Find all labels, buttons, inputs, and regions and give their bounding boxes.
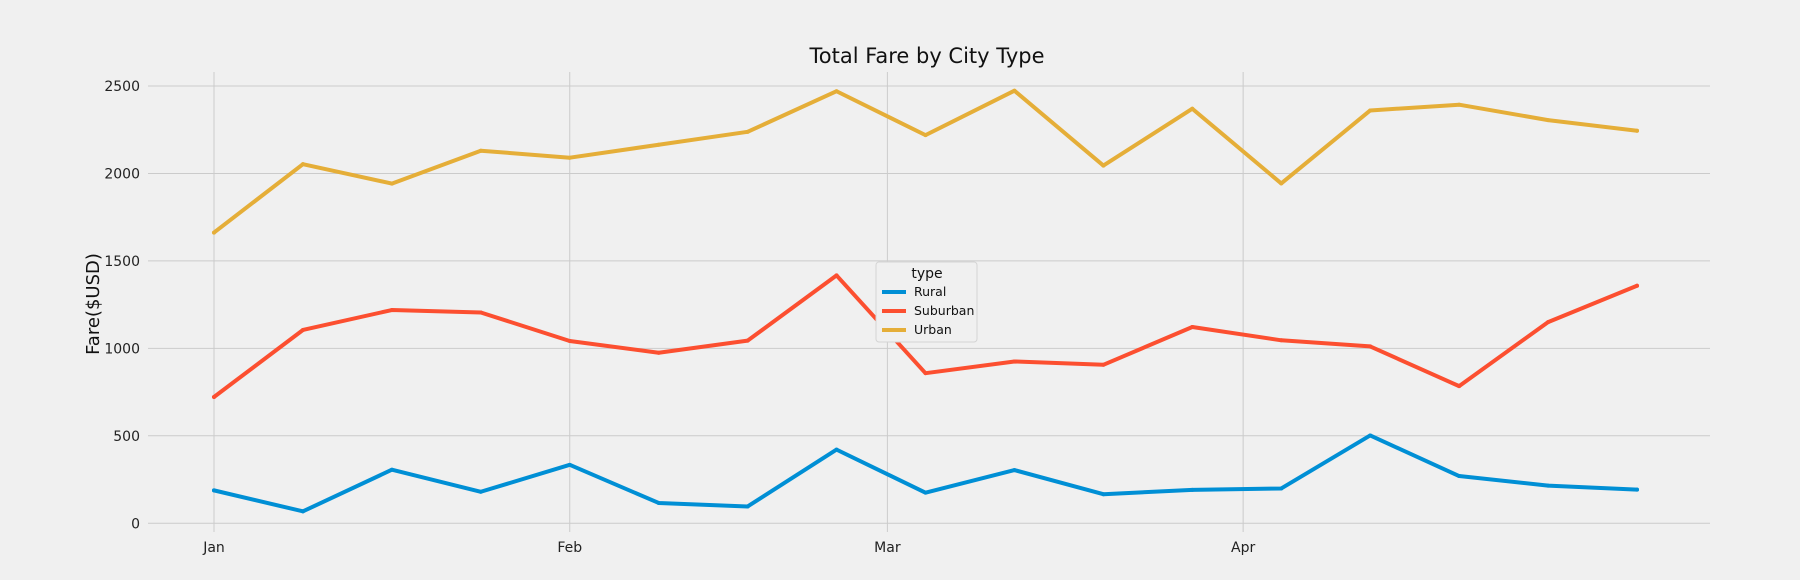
data-point-rural bbox=[656, 500, 661, 505]
data-point-rural bbox=[300, 509, 305, 514]
data-point-suburban bbox=[1012, 359, 1017, 364]
x-tick-label: Apr bbox=[1231, 540, 1255, 556]
data-point-suburban bbox=[1546, 320, 1551, 325]
data-point-suburban bbox=[478, 310, 483, 315]
legend-item-urban: Urban bbox=[882, 322, 952, 337]
data-point-urban bbox=[834, 89, 839, 94]
data-point-suburban bbox=[656, 350, 661, 355]
data-point-suburban bbox=[212, 394, 216, 399]
data-point-suburban bbox=[1457, 384, 1462, 389]
data-point-rural bbox=[1190, 487, 1195, 492]
data-point-rural bbox=[1457, 474, 1462, 479]
data-point-urban bbox=[1546, 118, 1551, 123]
data-point-urban bbox=[1190, 106, 1195, 111]
legend-title: type bbox=[911, 266, 942, 282]
data-point-rural bbox=[478, 489, 483, 494]
legend-item-suburban: Suburban bbox=[882, 303, 974, 318]
data-point-rural bbox=[745, 504, 750, 509]
series-rural bbox=[212, 433, 1639, 514]
data-point-urban bbox=[478, 148, 483, 153]
data-point-rural bbox=[1101, 492, 1106, 497]
data-point-suburban bbox=[923, 371, 928, 376]
data-point-urban bbox=[212, 230, 216, 235]
y-tick-label: 1500 bbox=[104, 254, 140, 270]
data-point-suburban bbox=[834, 273, 839, 278]
data-point-rural bbox=[389, 467, 394, 472]
data-point-urban bbox=[389, 181, 394, 186]
data-point-urban bbox=[923, 133, 928, 138]
data-point-rural bbox=[1012, 468, 1017, 473]
legend[interactable]: type Rural Suburban Urban bbox=[875, 261, 978, 343]
y-tick-label: 1000 bbox=[104, 341, 140, 357]
data-point-rural bbox=[1279, 486, 1284, 491]
legend-label: Rural bbox=[914, 284, 946, 299]
y-tick-label: 2500 bbox=[104, 79, 140, 95]
data-point-suburban bbox=[1190, 325, 1195, 330]
series-lines bbox=[212, 88, 1639, 514]
data-point-rural bbox=[567, 462, 572, 467]
legend-item-rural: Rural bbox=[882, 284, 946, 299]
data-point-suburban bbox=[389, 308, 394, 313]
data-point-urban bbox=[1635, 128, 1639, 133]
series-suburban bbox=[212, 273, 1639, 399]
legend-items: Rural Suburban Urban bbox=[882, 284, 974, 337]
x-tick-label: Feb bbox=[557, 540, 582, 556]
data-point-suburban bbox=[1279, 338, 1284, 343]
y-axis-ticks: 0 500 1000 1500 2000 2500 bbox=[104, 79, 140, 532]
data-point-rural bbox=[1635, 487, 1639, 492]
data-point-urban bbox=[1101, 163, 1106, 168]
x-tick-label: Jan bbox=[202, 540, 225, 556]
x-tick-label: Mar bbox=[874, 540, 901, 556]
y-tick-label: 500 bbox=[113, 429, 140, 445]
data-point-suburban bbox=[745, 338, 750, 343]
data-point-urban bbox=[1457, 102, 1462, 107]
data-point-rural bbox=[1546, 483, 1551, 488]
x-axis-ticks: Jan Feb Mar Apr bbox=[202, 540, 1255, 556]
data-point-rural bbox=[1368, 433, 1373, 438]
y-tick-label: 0 bbox=[131, 516, 140, 532]
data-point-urban bbox=[567, 155, 572, 160]
data-point-suburban bbox=[1635, 283, 1639, 288]
data-point-suburban bbox=[300, 327, 305, 332]
data-point-rural bbox=[923, 490, 928, 495]
legend-label: Suburban bbox=[914, 303, 974, 318]
data-point-suburban bbox=[1368, 344, 1373, 349]
y-tick-label: 2000 bbox=[104, 166, 140, 182]
data-point-urban bbox=[745, 129, 750, 134]
data-point-rural bbox=[212, 488, 216, 493]
grid bbox=[148, 72, 1710, 532]
data-point-urban bbox=[1012, 88, 1017, 93]
data-point-urban bbox=[1279, 181, 1284, 186]
legend-label: Urban bbox=[914, 322, 952, 337]
data-point-urban bbox=[1368, 108, 1373, 113]
legend-box bbox=[875, 261, 978, 343]
data-point-suburban bbox=[1101, 362, 1106, 367]
data-point-urban bbox=[300, 162, 305, 167]
data-point-urban bbox=[656, 142, 661, 147]
series-urban bbox=[212, 88, 1639, 235]
chart-title: Total Fare by City Type bbox=[808, 44, 1044, 68]
y-axis-label: Fare($USD) bbox=[83, 253, 104, 355]
data-point-suburban bbox=[567, 339, 572, 344]
data-point-rural bbox=[834, 447, 839, 452]
